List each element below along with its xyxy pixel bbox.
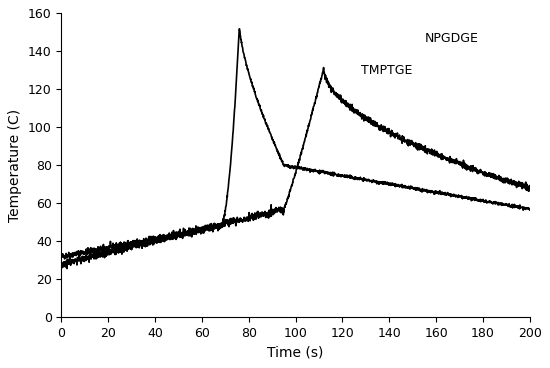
Text: NPGDGE: NPGDGE — [425, 32, 478, 45]
Y-axis label: Temperature (C): Temperature (C) — [8, 109, 23, 222]
Text: TMPTGE: TMPTGE — [361, 64, 412, 77]
X-axis label: Time (s): Time (s) — [267, 346, 324, 360]
